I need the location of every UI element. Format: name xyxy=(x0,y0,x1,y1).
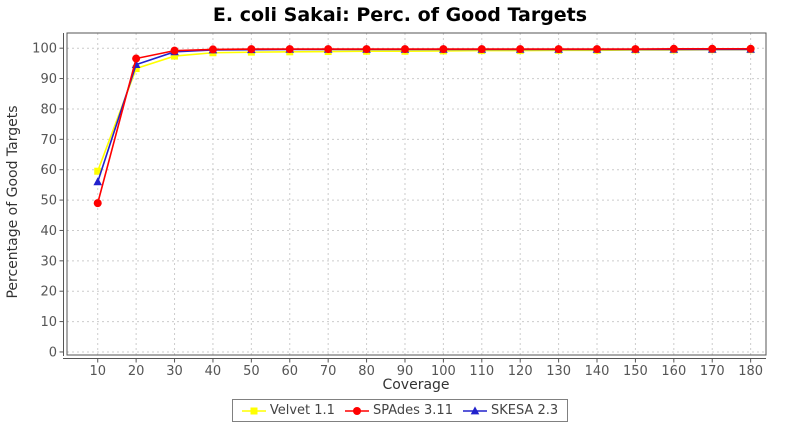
data-point-spades-3-11 xyxy=(708,44,717,53)
x-tick-label: 110 xyxy=(469,364,494,379)
series-line-skesa-2-3 xyxy=(96,48,751,183)
plot-area: 10 20 30 40 50 60 70 80 90 100 110 120 130 140 150 160 1… xyxy=(32,32,767,379)
data-point-spades-3-11 xyxy=(554,45,563,54)
data-point-spades-3-11 xyxy=(516,45,525,54)
data-point-spades-3-11 xyxy=(400,45,409,54)
data-point-spades-3-11 xyxy=(93,199,102,208)
y-tick-label: 70 xyxy=(40,133,57,148)
y-axis-title: Percentage of Good Targets xyxy=(5,105,21,298)
legend-label: SPAdes 3.11 xyxy=(372,403,453,418)
x-tick-label: 50 xyxy=(243,364,260,379)
circle-marker-icon xyxy=(344,406,369,415)
data-point-velvet-1-1 xyxy=(132,65,140,73)
data-point-spades-3-11 xyxy=(285,45,294,54)
legend-item-velvet-1-1: Velvet 1.1 xyxy=(241,403,335,418)
data-point-spades-3-11 xyxy=(669,44,678,53)
legend-label: SKESA 2.3 xyxy=(490,403,559,418)
data-point-spades-3-11 xyxy=(324,45,333,54)
y-tick-label: 40 xyxy=(40,224,57,239)
x-tick-label: 180 xyxy=(738,364,763,379)
triangle-marker-icon xyxy=(462,405,487,414)
data-point-velvet-1-1 xyxy=(94,167,102,175)
x-tick-label: 100 xyxy=(431,364,456,379)
data-point-spades-3-11 xyxy=(631,45,640,54)
y-tick-label: 100 xyxy=(32,42,57,57)
legend-label: Velvet 1.1 xyxy=(269,403,335,418)
x-axis-title: Coverage xyxy=(382,377,449,393)
data-point-spades-3-11 xyxy=(362,45,371,54)
data-point-spades-3-11 xyxy=(247,45,256,54)
legend-marker-shape xyxy=(352,406,361,415)
x-tick-label: 130 xyxy=(546,364,571,379)
series-line-spades-3-11 xyxy=(96,47,751,204)
legend-box: Velvet 1.1 SPAdes 3.11 SKESA 2.3 xyxy=(231,399,569,422)
legend-item-spades-3-11: SPAdes 3.11 xyxy=(344,403,453,418)
legend-item-skesa-2-3: SKESA 2.3 xyxy=(462,403,559,418)
y-tick-label: 50 xyxy=(40,194,57,209)
legend-marker-shape xyxy=(470,405,480,414)
x-tick-label: 10 xyxy=(89,364,106,379)
data-point-spades-3-11 xyxy=(477,45,486,54)
x-tick-label: 80 xyxy=(358,364,375,379)
data-point-spades-3-11 xyxy=(132,54,141,63)
y-tick-label: 60 xyxy=(40,163,57,178)
legend-marker-shape xyxy=(250,407,258,414)
x-tick-label: 90 xyxy=(397,364,414,379)
y-tick-label: 0 xyxy=(49,345,57,360)
x-tick-label: 160 xyxy=(661,364,686,379)
y-tick-label: 10 xyxy=(40,315,57,330)
y-tick-label: 30 xyxy=(40,254,57,269)
x-tick-label: 150 xyxy=(623,364,648,379)
data-point-spades-3-11 xyxy=(593,45,602,54)
series-line-velvet-1-1 xyxy=(96,48,751,172)
chart-title: E. coli Sakai: Perc. of Good Targets xyxy=(212,4,588,26)
y-tick-label: 20 xyxy=(40,285,57,300)
x-tick-label: 40 xyxy=(205,364,222,379)
data-point-skesa-2-3 xyxy=(93,177,103,186)
x-tick-label: 60 xyxy=(281,364,298,379)
y-tick-label: 80 xyxy=(40,102,57,117)
x-tick-label: 120 xyxy=(508,364,533,379)
y-tick-label: 90 xyxy=(40,72,57,87)
x-tick-label: 20 xyxy=(128,364,145,379)
data-point-spades-3-11 xyxy=(439,45,448,54)
x-tick-label: 170 xyxy=(700,364,725,379)
data-point-spades-3-11 xyxy=(746,44,755,53)
data-point-spades-3-11 xyxy=(170,46,179,55)
x-tick-label: 140 xyxy=(585,364,610,379)
data-point-velvet-1-1 xyxy=(171,52,179,60)
x-tick-label: 70 xyxy=(320,364,337,379)
square-marker-icon xyxy=(241,407,266,414)
plot-border xyxy=(66,32,767,356)
legend: Velvet 1.1 SPAdes 3.11 SKESA 2.3 xyxy=(0,399,800,422)
data-point-spades-3-11 xyxy=(208,45,217,54)
x-tick-label: 30 xyxy=(166,364,183,379)
